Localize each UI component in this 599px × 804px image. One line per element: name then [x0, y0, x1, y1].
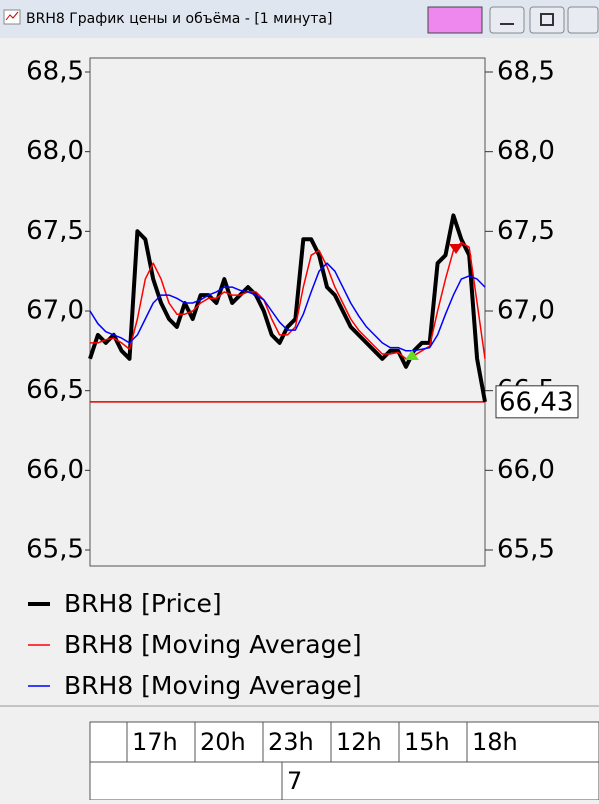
y2-tick-label: 65,5: [497, 535, 555, 565]
last-price-box: [495, 385, 579, 419]
y2-tick-label: 67,5: [497, 216, 555, 246]
maximize-icon: [540, 13, 554, 26]
date-label: 7: [287, 767, 302, 795]
y2-tick-label: 68,0: [497, 136, 555, 166]
app-icon-line: [5, 11, 19, 21]
x-tick-label: 20h: [200, 728, 246, 756]
legend-label: BRH8 [Moving Average]: [64, 630, 362, 659]
last-price-label: 66,43: [499, 387, 573, 417]
legend-label: BRH8 [Moving Average]: [64, 671, 362, 700]
y-tick-label: 67,5: [26, 216, 84, 246]
x-tick-label: 17h: [132, 728, 178, 756]
maximize-button[interactable]: [529, 6, 565, 34]
minimize-button[interactable]: [489, 6, 525, 34]
y-tick-label: 68,0: [26, 136, 84, 166]
series-line: [89, 262, 486, 352]
x-tick-label: 15h: [404, 728, 450, 756]
series-line: [90, 241, 486, 360]
sell-signal: [449, 244, 463, 254]
y-tick-label: 65,5: [26, 535, 84, 565]
x-tick-label: 23h: [268, 728, 314, 756]
y-tick-label: 67,0: [26, 296, 84, 326]
y-tick-label: 68,5: [26, 57, 84, 87]
y2-tick-label: 67,0: [497, 296, 555, 326]
buy-signal: [405, 350, 419, 360]
series-line: [88, 213, 487, 403]
legend-label: BRH8 [Price]: [64, 589, 222, 618]
x-tick-label: 12h: [336, 728, 382, 756]
y2-tick-label: 68,5: [497, 57, 555, 87]
link-button[interactable]: [427, 6, 483, 34]
window-title: BRH8 График цены и объёма - [1 минута]: [26, 11, 332, 27]
y-tick-label: 66,0: [26, 455, 84, 485]
close-button[interactable]: [567, 6, 599, 34]
y2-tick-label: 66,0: [497, 455, 555, 485]
y-tick-label: 66,5: [26, 375, 84, 405]
plot-layer: [88, 213, 487, 403]
x-tick-label: 18h: [472, 728, 518, 756]
